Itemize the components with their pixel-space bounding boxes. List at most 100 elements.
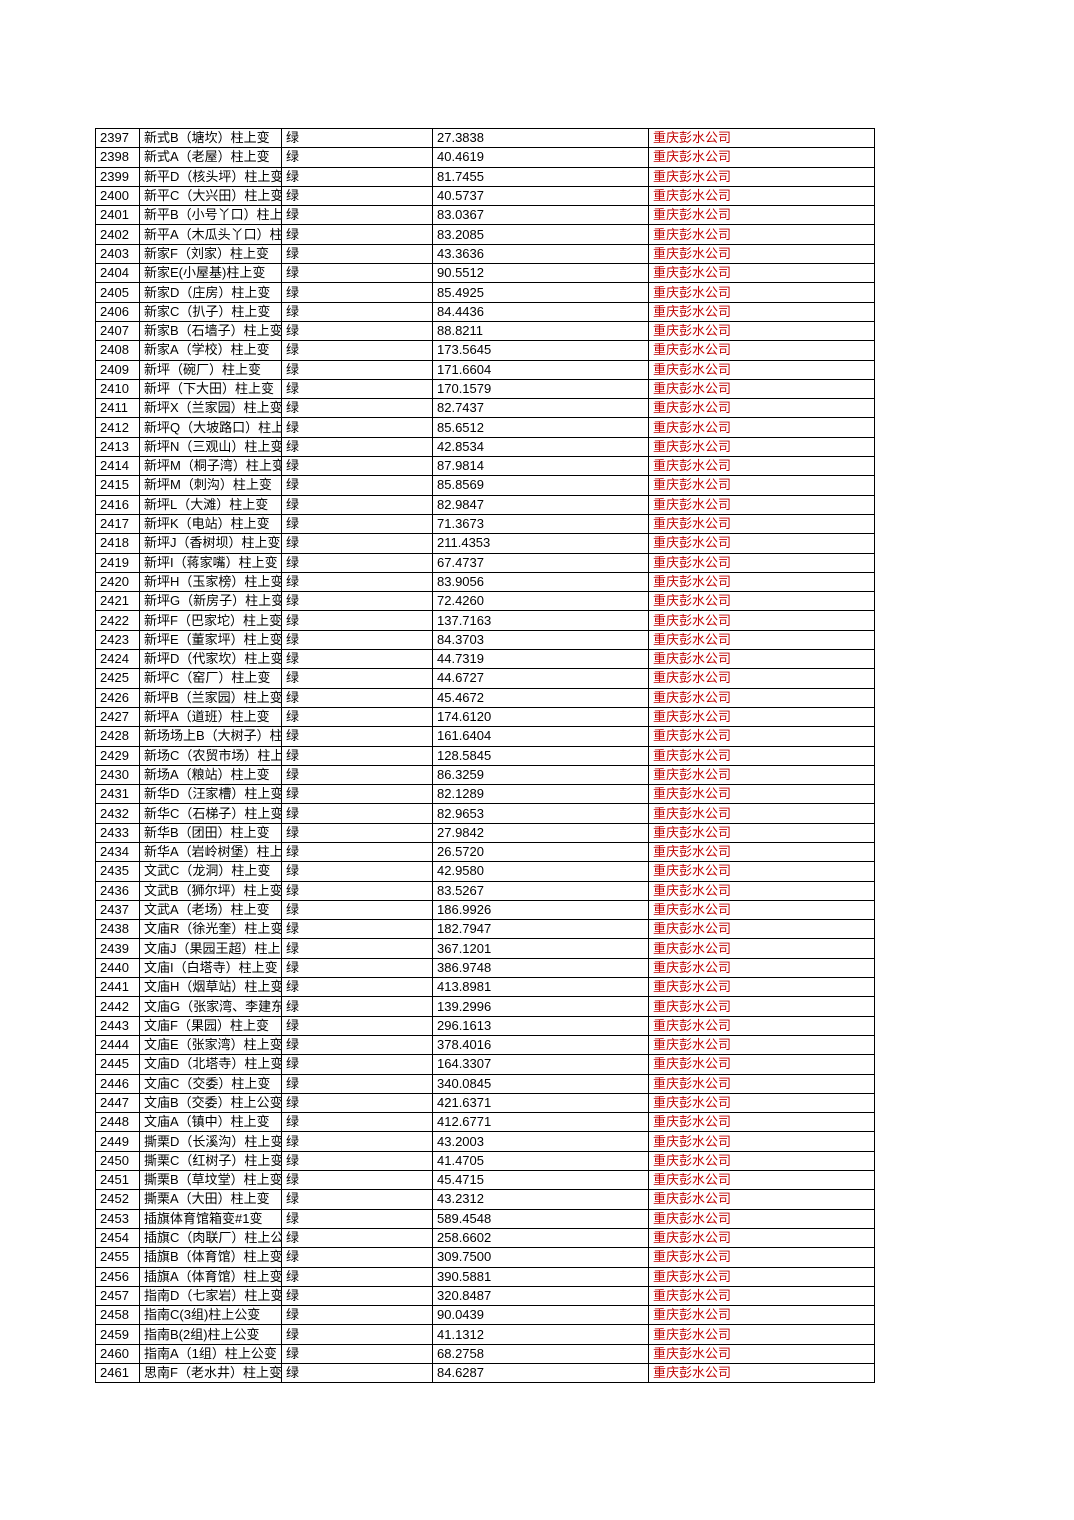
cell-device-name: 新坪F（巴家坨）柱上变 — [139, 610, 282, 631]
cell-status: 绿 — [281, 1324, 433, 1345]
table-row: 2460 指南A（1组）柱上公变 绿 68.2758 重庆彭水公司 — [95, 1343, 875, 1365]
table-row: 2457 指南D（七家岩）柱上变 绿 320.8487 重庆彭水公司 — [95, 1285, 875, 1307]
table-row: 2443 文庙F（果园）柱上变 绿 296.1613 重庆彭水公司 — [95, 1015, 875, 1036]
table-row: 2426 新坪B（兰家园）柱上变 绿 45.4672 重庆彭水公司 — [95, 687, 875, 708]
cell-device-name: 新坪Q（大坡路口）柱上变 — [139, 417, 282, 438]
table-row: 2431 新华D（汪家槽）柱上变 绿 82.1289 重庆彭水公司 — [95, 784, 875, 805]
table-row: 2448 文庙A（镇中）柱上变 绿 412.6771 重庆彭水公司 — [95, 1112, 875, 1133]
cell-row-id: 2441 — [95, 977, 140, 998]
cell-company: 重庆彭水公司 — [648, 301, 875, 322]
cell-row-id: 2425 — [95, 668, 140, 689]
cell-device-name: 新式B（塘坎）柱上变 — [139, 127, 282, 149]
cell-value: 173.5645 — [432, 340, 649, 361]
cell-status: 绿 — [281, 687, 433, 708]
cell-status: 绿 — [281, 1266, 433, 1287]
table-row: 2411 新坪X（兰家园）柱上变 绿 82.7437 重庆彭水公司 — [95, 398, 875, 419]
cell-device-name: 文庙C（交委）柱上变 — [139, 1073, 282, 1094]
cell-status: 绿 — [281, 1343, 433, 1365]
table-row: 2436 文武B（狮尔坪）柱上变 绿 83.5267 重庆彭水公司 — [95, 880, 875, 901]
cell-device-name: 新坪C（窑厂）柱上变 — [139, 668, 282, 689]
table-row: 2415 新坪M（刺沟）柱上变 绿 85.8569 重庆彭水公司 — [95, 475, 875, 496]
cell-row-id: 2403 — [95, 243, 140, 265]
cell-company: 重庆彭水公司 — [648, 1247, 875, 1268]
cell-row-id: 2405 — [95, 282, 140, 303]
table-row: 2454 插旗C（肉联厂）柱上公变 绿 258.6602 重庆彭水公司 — [95, 1227, 875, 1249]
table-row: 2449 撕栗D（长溪沟）柱上变 绿 43.2003 重庆彭水公司 — [95, 1131, 875, 1152]
cell-status: 绿 — [281, 571, 433, 593]
cell-value: 83.2085 — [432, 224, 649, 245]
cell-device-name: 文庙I（白塔寺）柱上变 — [139, 957, 282, 979]
cell-status: 绿 — [281, 320, 433, 342]
cell-row-id: 2417 — [95, 513, 140, 535]
cell-row-id: 2449 — [95, 1131, 140, 1152]
cell-value: 42.9580 — [432, 861, 649, 882]
cell-company: 重庆彭水公司 — [648, 185, 875, 207]
table-row: 2442 文庙G（张家湾、李建东） 绿 139.2996 重庆彭水公司 — [95, 996, 875, 1017]
cell-company: 重庆彭水公司 — [648, 243, 875, 265]
cell-value: 72.4260 — [432, 591, 649, 612]
cell-company: 重庆彭水公司 — [648, 996, 875, 1017]
cell-row-id: 2458 — [95, 1305, 140, 1326]
cell-device-name: 新坪G（新房子）柱上变 — [139, 591, 282, 612]
table-row: 2444 文庙E（张家湾）柱上变 绿 378.4016 重庆彭水公司 — [95, 1034, 875, 1056]
cell-status: 绿 — [281, 1189, 433, 1210]
cell-value: 82.1289 — [432, 784, 649, 805]
cell-status: 绿 — [281, 1092, 433, 1114]
cell-status: 绿 — [281, 1208, 433, 1229]
cell-company: 重庆彭水公司 — [648, 822, 875, 843]
cell-value: 82.9653 — [432, 803, 649, 824]
table-row: 2435 文武C（龙洞）柱上变 绿 42.9580 重庆彭水公司 — [95, 861, 875, 882]
cell-device-name: 新家E(小屋基)柱上变 — [139, 263, 282, 284]
table-row: 2409 新坪（碗厂）柱上变 绿 171.6604 重庆彭水公司 — [95, 359, 875, 380]
table-row: 2424 新坪D（代家坎）柱上变 绿 44.7319 重庆彭水公司 — [95, 649, 875, 670]
cell-status: 绿 — [281, 899, 433, 921]
cell-row-id: 2440 — [95, 957, 140, 979]
cell-value: 378.4016 — [432, 1034, 649, 1056]
cell-status: 绿 — [281, 552, 433, 573]
cell-company: 重庆彭水公司 — [648, 571, 875, 593]
table-row: 2414 新坪M（桐子湾）柱上变 绿 87.9814 重庆彭水公司 — [95, 456, 875, 477]
cell-row-id: 2433 — [95, 822, 140, 843]
cell-value: 40.5737 — [432, 185, 649, 207]
cell-device-name: 新家A（学校）柱上变 — [139, 340, 282, 361]
cell-row-id: 2411 — [95, 398, 140, 419]
table-row: 2419 新坪I（蒋家嘴）柱上变 绿 67.4737 重庆彭水公司 — [95, 552, 875, 573]
cell-device-name: 新平C（大兴田）柱上变 — [139, 185, 282, 207]
cell-device-name: 新坪M（刺沟）柱上变 — [139, 475, 282, 496]
cell-row-id: 2455 — [95, 1247, 140, 1268]
cell-row-id: 2435 — [95, 861, 140, 882]
cell-company: 重庆彭水公司 — [648, 668, 875, 689]
cell-company: 重庆彭水公司 — [648, 784, 875, 805]
cell-row-id: 2457 — [95, 1285, 140, 1307]
cell-device-name: 文庙H（烟草站）柱上变 — [139, 977, 282, 998]
cell-company: 重庆彭水公司 — [648, 359, 875, 380]
cell-device-name: 新华C（石梯子）柱上变 — [139, 803, 282, 824]
cell-status: 绿 — [281, 706, 433, 728]
table-row: 2410 新坪（下大田）柱上变 绿 170.1579 重庆彭水公司 — [95, 378, 875, 400]
cell-device-name: 文庙G（张家湾、李建东） — [139, 996, 282, 1017]
cell-status: 绿 — [281, 436, 433, 458]
cell-value: 296.1613 — [432, 1015, 649, 1036]
cell-row-id: 2451 — [95, 1170, 140, 1191]
table-row: 2446 文庙C（交委）柱上变 绿 340.0845 重庆彭水公司 — [95, 1073, 875, 1094]
cell-value: 68.2758 — [432, 1343, 649, 1365]
cell-company: 重庆彭水公司 — [648, 1208, 875, 1229]
cell-device-name: 指南D（七家岩）柱上变 — [139, 1285, 282, 1307]
cell-company: 重庆彭水公司 — [648, 687, 875, 708]
cell-status: 绿 — [281, 513, 433, 535]
cell-value: 137.7163 — [432, 610, 649, 631]
table-row: 2452 撕栗A（大田）柱上变 绿 43.2312 重庆彭水公司 — [95, 1189, 875, 1210]
cell-company: 重庆彭水公司 — [648, 1170, 875, 1191]
table-row: 2430 新场A（粮站）柱上变 绿 86.3259 重庆彭水公司 — [95, 764, 875, 786]
cell-row-id: 2401 — [95, 205, 140, 226]
table-row: 2434 新华A（岩岭树堡）柱上变 绿 26.5720 重庆彭水公司 — [95, 841, 875, 863]
cell-device-name: 新坪（碗厂）柱上变 — [139, 359, 282, 380]
cell-value: 27.3838 — [432, 127, 649, 149]
cell-value: 45.4715 — [432, 1170, 649, 1191]
cell-row-id: 2444 — [95, 1034, 140, 1056]
table-row: 2427 新坪A（道班）柱上变 绿 174.6120 重庆彭水公司 — [95, 706, 875, 728]
cell-value: 211.4353 — [432, 533, 649, 554]
cell-status: 绿 — [281, 629, 433, 651]
cell-company: 重庆彭水公司 — [648, 1034, 875, 1056]
cell-company: 重庆彭水公司 — [648, 861, 875, 882]
